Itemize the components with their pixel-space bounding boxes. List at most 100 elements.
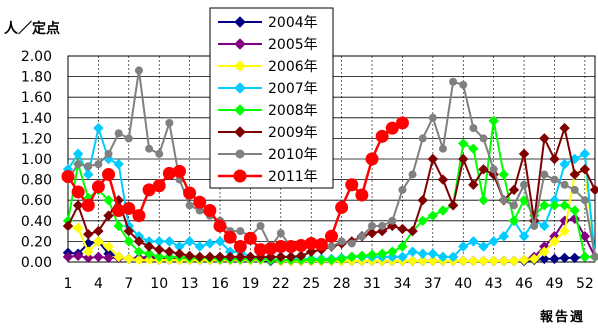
data-point — [122, 201, 136, 215]
data-point — [72, 250, 84, 262]
y-tick-label: 0.60 — [21, 193, 52, 209]
data-point — [437, 174, 449, 185]
x-tick-label: 1 — [64, 276, 73, 292]
legend-swatch-marker — [234, 104, 246, 116]
data-point — [327, 242, 336, 251]
data-point — [123, 225, 135, 237]
data-point — [489, 165, 498, 174]
x-tick-label: 43 — [485, 276, 503, 292]
data-point — [204, 238, 216, 249]
data-point — [498, 231, 509, 242]
data-point — [134, 66, 143, 75]
data-point — [560, 180, 569, 189]
data-point — [478, 194, 489, 206]
data-point — [285, 251, 297, 263]
data-point — [366, 249, 378, 260]
legend-item: 2008年 — [218, 103, 318, 119]
data-point — [172, 164, 186, 178]
data-point — [276, 229, 285, 238]
x-tick-label: 22 — [272, 276, 290, 292]
data-point — [243, 231, 257, 245]
legend-item: 2010年 — [218, 147, 318, 163]
data-point — [520, 180, 529, 189]
data-point — [569, 169, 580, 180]
legend-box — [209, 7, 334, 189]
data-point — [478, 164, 489, 175]
y-tick-labels: 0.00 0.20 0.40 0.60 0.80 1.00 1.20 1.40 1.60 1.80… — [21, 49, 52, 271]
data-point — [488, 115, 499, 127]
data-point — [174, 248, 185, 259]
data-point — [346, 251, 357, 263]
data-point — [223, 230, 237, 244]
data-point — [356, 250, 368, 262]
x-axis-label: 報告週 — [540, 310, 586, 325]
data-point — [508, 215, 520, 227]
x-tick-label: 10 — [150, 276, 168, 292]
data-point — [549, 253, 560, 265]
data-point — [145, 144, 154, 153]
data-point — [579, 148, 591, 160]
data-point — [468, 236, 479, 247]
data-point — [143, 254, 155, 266]
data-point — [549, 153, 560, 165]
data-point — [114, 129, 123, 138]
data-point — [124, 134, 133, 143]
data-point — [93, 225, 104, 237]
chart-legend: 2004年 2005年 2006年 2007年 2008年 2009年 2010年 2011年 — [209, 7, 334, 189]
data-point — [133, 236, 145, 247]
data-point — [184, 250, 195, 262]
legend-item: 2011年 — [218, 169, 318, 185]
data-point — [347, 239, 356, 248]
data-point — [417, 194, 428, 206]
data-point — [447, 251, 459, 263]
x-tick-label: 13 — [181, 276, 199, 292]
legend-swatch-marker — [234, 126, 246, 138]
data-point — [61, 170, 75, 184]
data-point — [478, 255, 489, 267]
data-point — [559, 200, 570, 211]
data-point — [113, 158, 124, 170]
data-point — [103, 252, 114, 264]
data-point — [275, 251, 287, 263]
data-point — [478, 241, 489, 252]
data-point — [499, 196, 508, 205]
data-point — [123, 253, 135, 265]
data-point — [132, 209, 146, 223]
x-tick-label: 40 — [454, 276, 472, 292]
data-point — [83, 228, 94, 240]
data-point — [385, 121, 399, 135]
data-point — [316, 254, 327, 266]
y-tick-label: 1.00 — [21, 152, 52, 168]
data-point — [193, 195, 207, 209]
legend-item: 2004年 — [218, 15, 318, 31]
data-point — [569, 205, 580, 216]
data-point — [376, 248, 388, 259]
data-point — [103, 241, 114, 252]
data-point — [113, 220, 124, 232]
data-point — [164, 246, 175, 257]
data-point — [365, 152, 379, 166]
data-point — [579, 164, 591, 175]
data-point — [458, 153, 469, 165]
data-point — [154, 251, 165, 263]
data-point — [194, 241, 205, 252]
data-point — [204, 251, 216, 263]
data-point — [407, 246, 418, 257]
data-point — [74, 160, 83, 169]
data-point — [62, 220, 74, 232]
data-point — [337, 237, 346, 246]
data-point — [579, 231, 591, 242]
data-point — [91, 180, 105, 194]
data-point — [479, 134, 488, 143]
data-point — [589, 184, 598, 196]
data-point — [214, 251, 226, 263]
legend-label: 2010年 — [268, 147, 318, 163]
data-point — [438, 144, 447, 153]
data-point — [194, 251, 205, 263]
y-tick-label: 1.40 — [21, 111, 52, 127]
data-point — [81, 198, 95, 212]
data-point — [94, 160, 103, 169]
data-point — [143, 241, 155, 252]
data-point — [488, 236, 499, 247]
